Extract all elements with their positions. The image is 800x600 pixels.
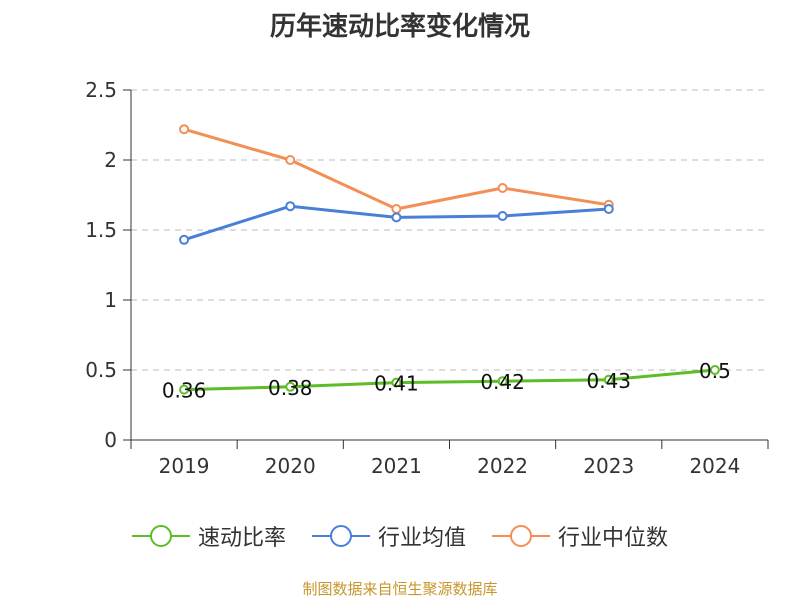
data-point <box>603 204 614 214</box>
x-tick-label: 2022 <box>477 454 528 478</box>
series-line <box>183 127 609 211</box>
y-tick-label: 0 <box>104 428 117 452</box>
data-point <box>285 155 296 165</box>
y-tick-label: 1.5 <box>85 218 117 242</box>
legend-item-industry-mean[interactable]: 行业均值 <box>311 520 466 552</box>
chart-title: 历年速动比率变化情况 <box>269 12 530 42</box>
legend-item-quick-ratio[interactable]: 速动比率 <box>131 520 286 552</box>
legend-label: 行业均值 <box>377 526 466 551</box>
data-label: 0.38 <box>268 376 313 400</box>
data-label: 0.43 <box>586 369 631 393</box>
data-label: 0.5 <box>699 359 731 383</box>
data-point <box>285 381 296 392</box>
legend-label: 行业中位数 <box>558 526 669 551</box>
legend: 速动比率 行业均值 行业中位数 <box>0 520 800 552</box>
series-line <box>184 368 716 392</box>
y-tick-label: 2 <box>104 148 117 172</box>
data-point <box>179 384 190 395</box>
data-point <box>497 376 508 387</box>
legend-marker-icon <box>492 525 550 547</box>
data-point <box>603 374 614 385</box>
data-point <box>497 183 508 193</box>
data-point <box>285 201 296 212</box>
data-point <box>179 234 190 245</box>
y-tick-label: 0.5 <box>85 358 117 382</box>
data-point <box>391 377 402 388</box>
y-tick-label: 1 <box>104 288 117 312</box>
data-point <box>391 212 402 223</box>
x-tick-label: 2019 <box>159 454 210 478</box>
data-point <box>179 124 190 135</box>
legend-marker-icon <box>131 525 190 547</box>
data-label: 0.42 <box>480 370 525 394</box>
x-tick-label: 2024 <box>689 454 740 478</box>
data-label: 0.36 <box>162 379 207 403</box>
x-tick-label: 2020 <box>265 454 316 478</box>
legend-item-industry-median[interactable]: 行业中位数 <box>492 520 668 552</box>
x-tick-label: 2021 <box>371 454 422 478</box>
data-point <box>497 211 508 221</box>
y-tick-label: 2.5 <box>85 78 117 102</box>
data-point <box>391 204 402 214</box>
data-point <box>709 365 720 375</box>
x-tick-label: 2023 <box>583 454 634 478</box>
legend-label: 速动比率 <box>197 526 286 551</box>
source-note: 制图数据来自恒生聚源数据库 <box>302 580 498 598</box>
data-label: 0.41 <box>374 372 419 396</box>
legend-marker-icon <box>311 525 370 547</box>
